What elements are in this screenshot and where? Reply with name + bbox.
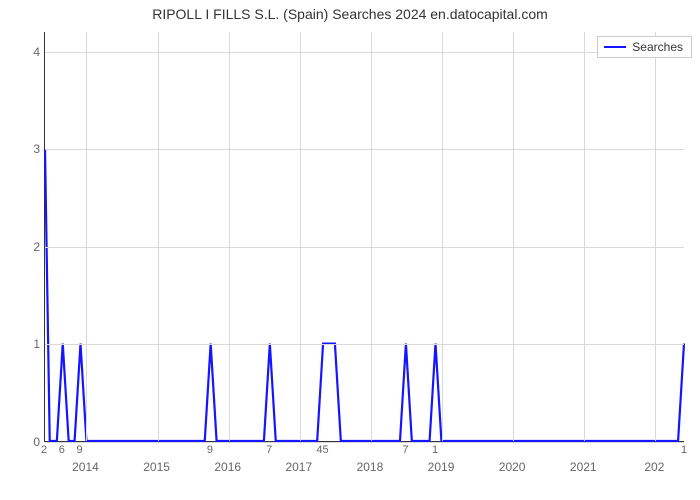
chart-container: RIPOLL I FILLS S.L. (Spain) Searches 202… [0,0,700,500]
x-data-label: 6 [59,444,65,456]
gridline-horizontal [45,149,684,150]
x-year-label: 202 [644,460,664,474]
gridline-horizontal [45,52,684,53]
x-year-label: 2018 [357,460,384,474]
x-data-label: 1 [681,444,687,456]
x-year-label: 2017 [285,460,312,474]
y-tick-label: 2 [10,240,40,254]
x-year-label: 2020 [499,460,526,474]
legend: Searches [597,36,692,58]
x-data-label: 7 [266,444,272,456]
x-year-label: 2021 [570,460,597,474]
x-data-label: 2 [41,444,47,456]
y-tick-label: 1 [10,337,40,351]
gridline-horizontal [45,442,684,443]
legend-label: Searches [632,40,683,54]
x-data-label: 9 [76,444,82,456]
x-data-label: 1 [432,444,438,456]
gridline-horizontal [45,344,684,345]
gridline-vertical [584,32,585,441]
gridline-vertical [513,32,514,441]
gridline-vertical [300,32,301,441]
gridline-horizontal [45,247,684,248]
gridline-vertical [655,32,656,441]
gridline-vertical [371,32,372,441]
x-year-label: 2015 [143,460,170,474]
x-year-label: 2016 [214,460,241,474]
chart-title: RIPOLL I FILLS S.L. (Spain) Searches 202… [0,6,700,22]
plot-area [44,32,684,442]
x-year-label: 2014 [72,460,99,474]
legend-swatch [604,46,626,49]
y-tick-label: 4 [10,45,40,59]
line-series [45,32,684,441]
gridline-vertical [229,32,230,441]
gridline-vertical [86,32,87,441]
x-data-label: 9 [207,444,213,456]
gridline-vertical [158,32,159,441]
gridline-vertical [442,32,443,441]
y-tick-label: 3 [10,142,40,156]
x-year-label: 2019 [428,460,455,474]
y-tick-label: 0 [10,435,40,449]
x-data-label: 7 [402,444,408,456]
x-data-label: 45 [316,444,328,456]
